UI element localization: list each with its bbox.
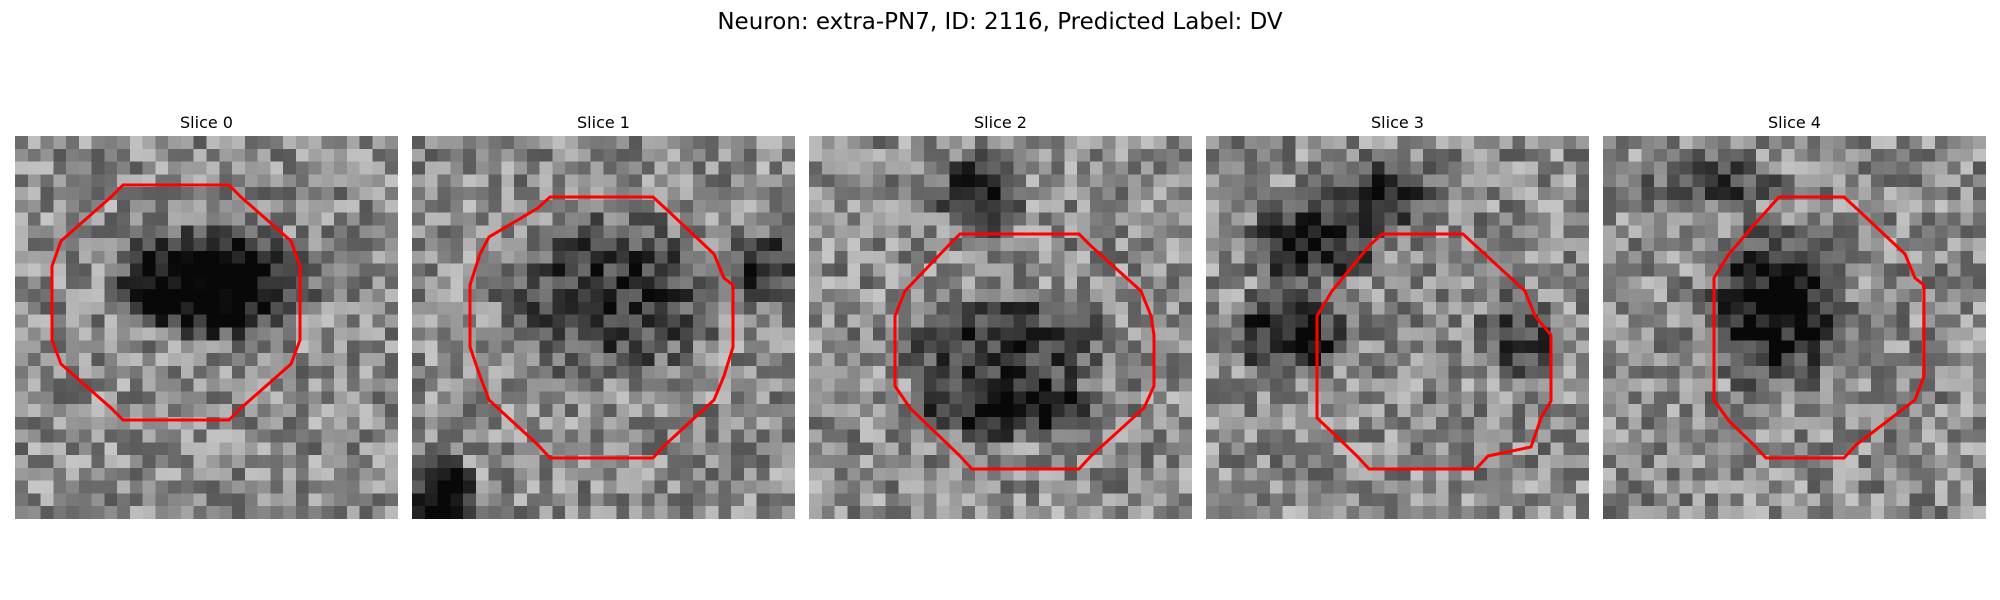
slice-title: Slice 2 (974, 113, 1027, 132)
microscopy-image (15, 136, 398, 519)
microscopy-image (412, 136, 795, 519)
cell-contour (1315, 232, 1553, 471)
cell-contour (468, 195, 735, 460)
slice-title: Slice 3 (1371, 113, 1424, 132)
slice-panel-1: Slice 1 (412, 110, 795, 519)
figure-title: Neuron: extra-PN7, ID: 2116, Predicted L… (717, 9, 1283, 35)
microscopy-image (809, 136, 1192, 519)
slice-panel-4: Slice 4 (1603, 110, 1986, 519)
microscopy-image (1206, 136, 1589, 519)
slice-title: Slice 0 (180, 113, 233, 132)
cell-contour (50, 183, 302, 422)
cell-contour (1712, 195, 1926, 460)
cell-contour (893, 232, 1156, 471)
slice-panel-2: Slice 2 (809, 110, 1192, 519)
slice-title: Slice 4 (1768, 113, 1821, 132)
microscopy-image (1603, 136, 1986, 519)
slice-title: Slice 1 (577, 113, 630, 132)
slice-panel-3: Slice 3 (1206, 110, 1589, 519)
slice-panel-0: Slice 0 (15, 110, 398, 519)
